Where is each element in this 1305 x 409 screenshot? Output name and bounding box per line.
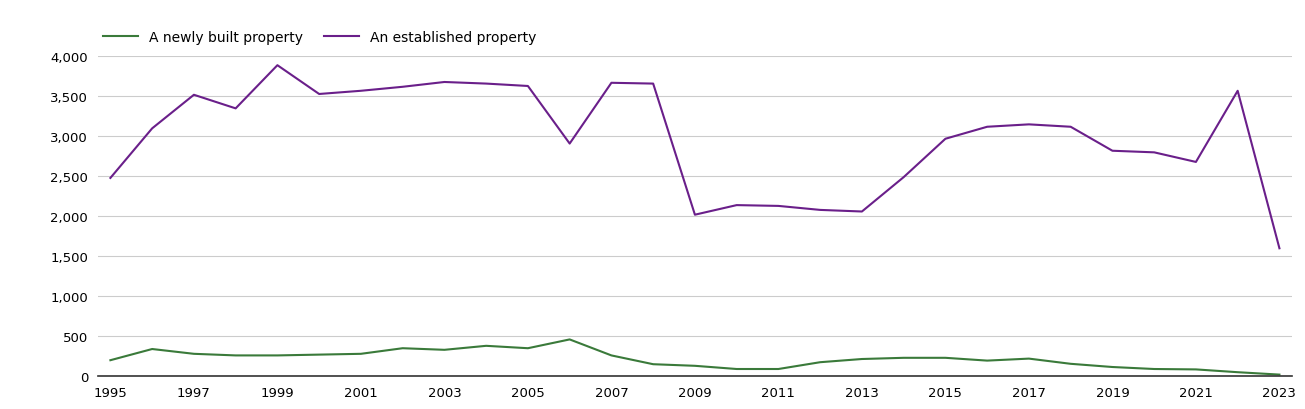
A newly built property: [770, 366, 786, 371]
An established property: [646, 82, 662, 87]
An established property: [1104, 149, 1120, 154]
An established property: [1021, 123, 1036, 128]
A newly built property: [686, 364, 702, 369]
An established property: [686, 213, 702, 218]
A newly built property: [1188, 367, 1203, 372]
A newly built property: [853, 357, 869, 362]
An established property: [1271, 246, 1287, 251]
A newly built property: [604, 353, 620, 358]
A newly built property: [103, 358, 119, 363]
An established property: [103, 176, 119, 181]
A newly built property: [979, 358, 994, 363]
A newly built property: [728, 366, 744, 371]
A newly built property: [1062, 362, 1078, 366]
An established property: [728, 203, 744, 208]
An established property: [187, 93, 202, 98]
A newly built property: [228, 353, 244, 358]
An established property: [1188, 160, 1203, 165]
An established property: [437, 80, 453, 85]
An established property: [270, 63, 286, 68]
A newly built property: [312, 352, 328, 357]
An established property: [354, 89, 369, 94]
A newly built property: [1146, 366, 1161, 371]
A newly built property: [562, 337, 578, 342]
A newly built property: [1229, 370, 1245, 375]
An established property: [770, 204, 786, 209]
A newly built property: [187, 351, 202, 356]
A newly built property: [479, 344, 495, 348]
An established property: [562, 142, 578, 147]
An established property: [228, 107, 244, 112]
An established property: [312, 92, 328, 97]
Legend: A newly built property, An established property: A newly built property, An established p…: [98, 26, 542, 51]
An established property: [479, 82, 495, 87]
An established property: [895, 175, 911, 180]
An established property: [937, 137, 953, 142]
An established property: [1146, 151, 1161, 155]
An established property: [604, 81, 620, 86]
A newly built property: [437, 348, 453, 353]
An established property: [395, 85, 411, 90]
A newly built property: [354, 351, 369, 356]
A newly built property: [646, 362, 662, 367]
Line: A newly built property: A newly built property: [111, 339, 1279, 375]
A newly built property: [1021, 356, 1036, 361]
A newly built property: [395, 346, 411, 351]
A newly built property: [895, 355, 911, 360]
An established property: [1062, 125, 1078, 130]
A newly built property: [145, 347, 161, 352]
An established property: [853, 209, 869, 214]
A newly built property: [812, 360, 827, 365]
An established property: [1229, 89, 1245, 94]
A newly built property: [1104, 365, 1120, 370]
A newly built property: [1271, 372, 1287, 377]
Line: An established property: An established property: [111, 66, 1279, 249]
A newly built property: [270, 353, 286, 358]
A newly built property: [937, 355, 953, 360]
An established property: [979, 125, 994, 130]
A newly built property: [521, 346, 536, 351]
An established property: [812, 208, 827, 213]
An established property: [145, 126, 161, 131]
An established property: [521, 84, 536, 89]
